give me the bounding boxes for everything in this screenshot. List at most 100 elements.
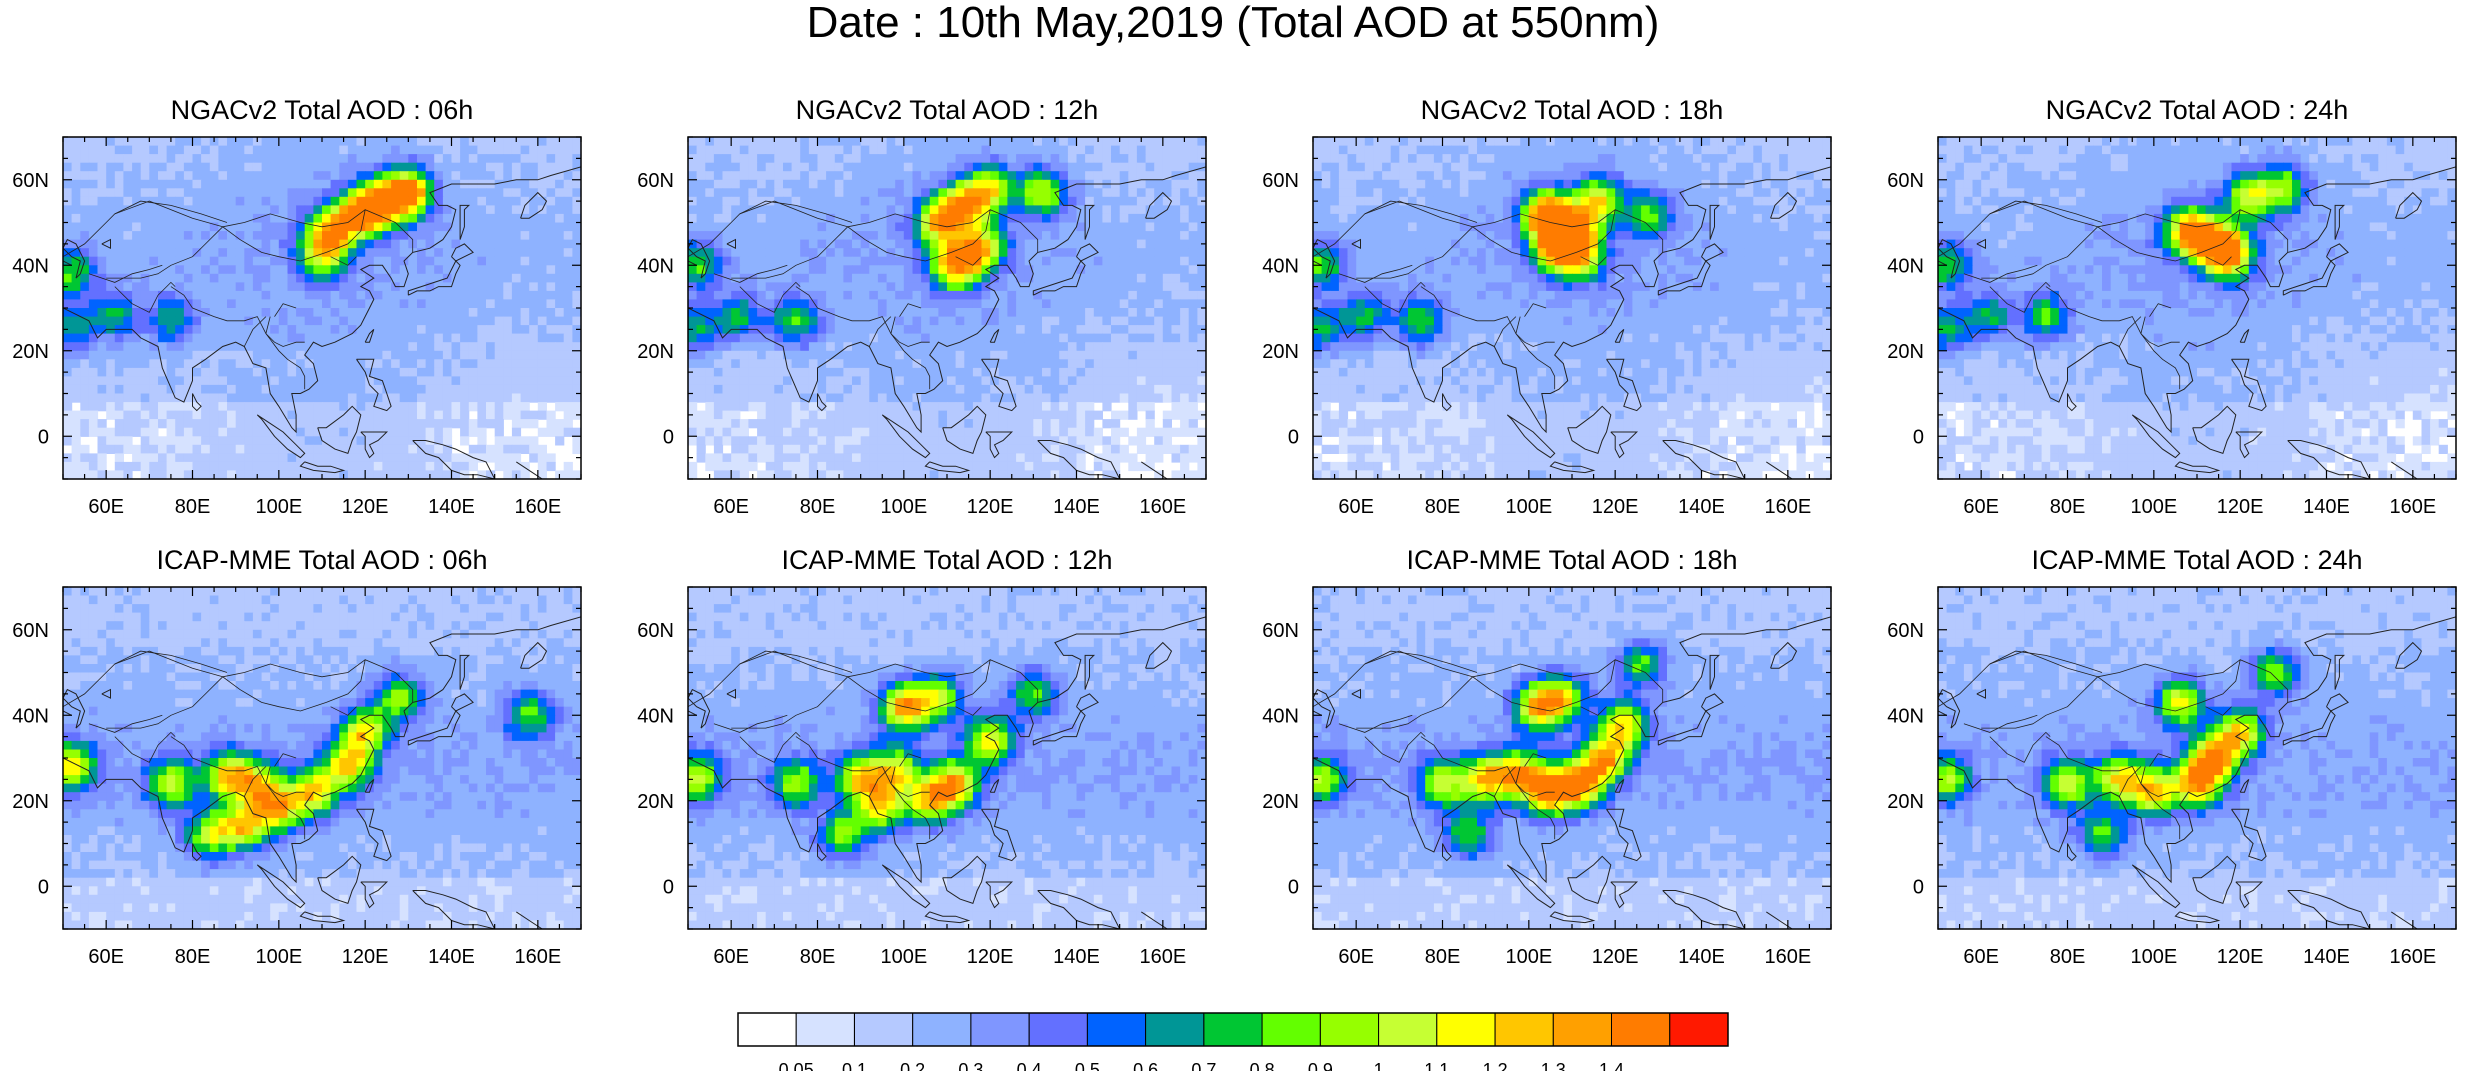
country-border: [1989, 281, 2051, 313]
lat-tick-label: 0: [663, 426, 674, 448]
coastline: [192, 843, 202, 862]
coastline: [688, 688, 711, 729]
lat-tick-label: 40N: [12, 705, 49, 727]
country-border: [1472, 209, 1616, 228]
lon-tick-label: 60E: [1338, 496, 1374, 518]
coastline: [407, 710, 461, 746]
country-border: [713, 264, 788, 283]
lat-tick-label: 20N: [1262, 341, 1299, 363]
coastline: [1938, 688, 1961, 729]
coastline: [1614, 329, 1625, 343]
coastlines: [1313, 166, 1831, 479]
country-border: [739, 200, 853, 223]
coastline: [2239, 779, 2250, 793]
coastline: [63, 688, 86, 729]
coastline: [1076, 693, 1099, 712]
coastline: [2282, 710, 2336, 746]
coastline: [1938, 710, 1947, 716]
country-border: [1472, 659, 1616, 678]
colorbar-swatch: [1028, 1012, 1088, 1047]
country-border: [1981, 659, 2289, 729]
coastline: [1938, 238, 1961, 279]
colorbar-swatch: [1436, 1012, 1496, 1047]
lon-tick-label: 80E: [800, 496, 836, 518]
coastline: [1606, 808, 1642, 862]
country-border: [114, 650, 228, 673]
colorbar-swatch: [1552, 1012, 1613, 1047]
coastline: [2287, 890, 2371, 929]
lon-tick-label: 60E: [88, 496, 124, 518]
colorbar-label: 0.9: [1308, 1060, 1333, 1071]
lon-tick-label: 160E: [1139, 946, 1186, 968]
coastline: [63, 710, 72, 716]
country-border: [1364, 281, 1426, 313]
lat-tick-label: 20N: [637, 341, 674, 363]
country-border: [2045, 736, 2180, 797]
coastline: [1032, 710, 1086, 746]
coastline: [459, 204, 471, 240]
coastline: [1313, 710, 1322, 716]
map-panel: NGACv2 Total AOD : 12h 60E 80E 100E 120E 140E…: [637, 95, 1207, 518]
lon-tick-label: 60E: [1963, 946, 1999, 968]
coastline: [2235, 881, 2264, 909]
country-border: [2118, 316, 2142, 347]
coastline: [2231, 808, 2267, 862]
lat-tick-label: 40N: [1262, 705, 1299, 727]
lat-tick-label: 0: [1913, 876, 1924, 898]
aod-field: [1313, 137, 1831, 479]
coastline: [1662, 440, 1746, 479]
country-border: [1338, 714, 1413, 733]
country-border: [1356, 209, 1664, 279]
coastlines: [1313, 616, 1831, 929]
coastline: [1313, 238, 1336, 279]
coastlines: [1938, 616, 2456, 929]
country-border: [106, 659, 414, 729]
coastline: [1662, 890, 1746, 929]
coastline: [1770, 641, 1798, 669]
country-border: [2097, 209, 2241, 228]
lat-tick-label: 60N: [637, 170, 674, 192]
lon-tick-label: 120E: [967, 496, 1014, 518]
coastline: [2131, 414, 2181, 459]
lon-tick-label: 120E: [1592, 946, 1639, 968]
country-border: [114, 200, 228, 223]
coastline: [2239, 329, 2250, 343]
country-border: [739, 281, 801, 313]
country-border: [899, 303, 922, 317]
colorbar-label: 0.3: [958, 1060, 983, 1071]
country-border: [868, 766, 892, 797]
coastline: [1037, 440, 1121, 479]
lat-tick-label: 0: [1913, 426, 1924, 448]
lat-tick-label: 0: [1288, 426, 1299, 448]
coastline: [63, 166, 581, 434]
coastline: [688, 166, 1206, 434]
colorbar-swatch: [737, 1012, 797, 1047]
coastline: [360, 881, 389, 909]
panel-title: NGACv2 Total AOD : 06h: [171, 95, 474, 125]
country-border: [1364, 200, 1478, 223]
lat-tick-label: 40N: [12, 255, 49, 277]
lon-tick-label: 140E: [428, 496, 475, 518]
country-border: [1989, 650, 2103, 673]
lon-tick-label: 120E: [342, 496, 389, 518]
panel-title: NGACv2 Total AOD : 18h: [1421, 95, 1724, 125]
colorbar-frame: [737, 1012, 1729, 1047]
lat-tick-label: 20N: [637, 791, 674, 813]
colorbar-label: 1.3: [1541, 1060, 1566, 1071]
country-border: [114, 281, 176, 313]
colorbar-swatch: [970, 1012, 1030, 1047]
country-border: [1420, 736, 1555, 797]
colorbar-swatch: [1086, 1012, 1147, 1047]
coastline: [2192, 855, 2237, 905]
country-border: [2045, 286, 2180, 347]
country-border: [847, 209, 991, 228]
country-border: [170, 286, 305, 347]
coastline: [256, 414, 306, 459]
coastline: [356, 808, 392, 862]
lon-tick-label: 160E: [2389, 946, 2436, 968]
coastline: [688, 260, 697, 266]
country-border: [739, 650, 853, 673]
country-border: [2097, 659, 2241, 678]
coastline: [981, 808, 1017, 862]
